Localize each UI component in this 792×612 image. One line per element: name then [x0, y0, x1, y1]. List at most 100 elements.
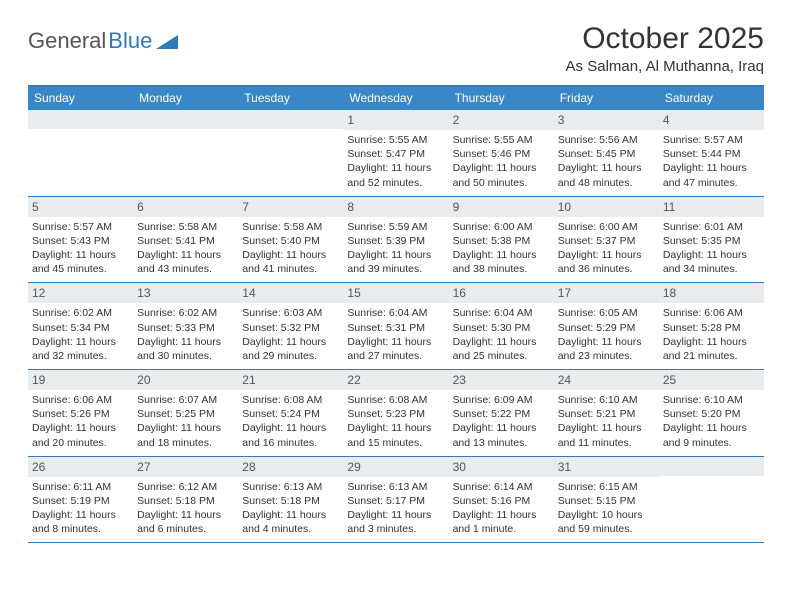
- daylight-text: Daylight: 11 hours and 9 minutes.: [663, 421, 762, 449]
- sunset-text: Sunset: 5:26 PM: [32, 407, 131, 421]
- sunrise-text: Sunrise: 6:15 AM: [558, 480, 657, 494]
- day-number: 17: [554, 283, 659, 303]
- sunset-text: Sunset: 5:18 PM: [137, 494, 236, 508]
- sunset-text: Sunset: 5:20 PM: [663, 407, 762, 421]
- daylight-text: Daylight: 11 hours and 27 minutes.: [347, 335, 446, 363]
- day-number: 16: [449, 283, 554, 303]
- day-number: 28: [238, 457, 343, 477]
- sunrise-text: Sunrise: 6:06 AM: [663, 306, 762, 320]
- calendar-cell: 5Sunrise: 5:57 AMSunset: 5:43 PMDaylight…: [28, 197, 133, 283]
- sunset-text: Sunset: 5:28 PM: [663, 321, 762, 335]
- day-header-cell: Thursday: [449, 87, 554, 110]
- sunrise-text: Sunrise: 6:00 AM: [558, 220, 657, 234]
- day-number: 18: [659, 283, 764, 303]
- day-number: 4: [659, 110, 764, 130]
- day-number: 31: [554, 457, 659, 477]
- daylight-text: Daylight: 11 hours and 4 minutes.: [242, 508, 341, 536]
- sunrise-text: Sunrise: 6:08 AM: [347, 393, 446, 407]
- daylight-text: Daylight: 11 hours and 13 minutes.: [453, 421, 552, 449]
- day-header-cell: Tuesday: [238, 87, 343, 110]
- daylight-text: Daylight: 11 hours and 45 minutes.: [32, 248, 131, 276]
- sunrise-text: Sunrise: 5:55 AM: [347, 133, 446, 147]
- sunrise-text: Sunrise: 6:02 AM: [137, 306, 236, 320]
- week-row: 12Sunrise: 6:02 AMSunset: 5:34 PMDayligh…: [28, 283, 764, 370]
- calendar-cell: [133, 110, 238, 196]
- day-number: 13: [133, 283, 238, 303]
- sunrise-text: Sunrise: 6:07 AM: [137, 393, 236, 407]
- sunrise-text: Sunrise: 6:12 AM: [137, 480, 236, 494]
- calendar-cell: 22 Sunrise: 6:08 AMSunset: 5:23 PMDayligh…: [343, 370, 448, 456]
- sunrise-text: Sunrise: 6:08 AM: [242, 393, 341, 407]
- sunset-text: Sunset: 5:38 PM: [453, 234, 552, 248]
- sunset-text: Sunset: 5:41 PM: [137, 234, 236, 248]
- calendar-cell: 19Sunrise: 6:06 AMSunset: 5:26 PMDayligh…: [28, 370, 133, 456]
- calendar-cell: 24Sunrise: 6:10 AMSunset: 5:21 PMDayligh…: [554, 370, 659, 456]
- day-header-cell: Saturday: [659, 87, 764, 110]
- sunset-text: Sunset: 5:21 PM: [558, 407, 657, 421]
- sunset-text: Sunset: 5:23 PM: [347, 407, 446, 421]
- sunrise-text: Sunrise: 6:02 AM: [32, 306, 131, 320]
- sunset-text: Sunset: 5:18 PM: [242, 494, 341, 508]
- calendar-cell: 7Sunrise: 5:58 AMSunset: 5:40 PMDaylight…: [238, 197, 343, 283]
- calendar-cell: 23Sunrise: 6:09 AMSunset: 5:22 PMDayligh…: [449, 370, 554, 456]
- day-number: 7: [238, 197, 343, 217]
- day-number: 27: [133, 457, 238, 477]
- daylight-text: Daylight: 10 hours and 59 minutes.: [558, 508, 657, 536]
- title-block: October 2025 As Salman, Al Muthanna, Ira…: [566, 22, 764, 83]
- daylight-text: Daylight: 11 hours and 50 minutes.: [453, 161, 552, 189]
- sunset-text: Sunset: 5:35 PM: [663, 234, 762, 248]
- day-number: 24: [554, 370, 659, 390]
- day-number: 2: [449, 110, 554, 130]
- day-number: 20: [133, 370, 238, 390]
- sunrise-text: Sunrise: 6:01 AM: [663, 220, 762, 234]
- daylight-text: Daylight: 11 hours and 1 minute.: [453, 508, 552, 536]
- logo-text-1: General: [28, 28, 106, 54]
- day-number: 9: [449, 197, 554, 217]
- calendar-cell: 20Sunrise: 6:07 AMSunset: 5:25 PMDayligh…: [133, 370, 238, 456]
- calendar-cell: 28Sunrise: 6:13 AMSunset: 5:18 PMDayligh…: [238, 457, 343, 543]
- sunset-text: Sunset: 5:22 PM: [453, 407, 552, 421]
- logo: GeneralBlue: [28, 22, 178, 54]
- day-number: 10: [554, 197, 659, 217]
- day-number: [659, 457, 764, 476]
- day-number: 26: [28, 457, 133, 477]
- day-number: 21: [238, 370, 343, 390]
- day-number: [238, 110, 343, 129]
- daylight-text: Daylight: 11 hours and 6 minutes.: [137, 508, 236, 536]
- day-number: 19: [28, 370, 133, 390]
- calendar-cell: [238, 110, 343, 196]
- week-row: 26Sunrise: 6:11 AMSunset: 5:19 PMDayligh…: [28, 457, 764, 544]
- day-number: 6: [133, 197, 238, 217]
- sunset-text: Sunset: 5:37 PM: [558, 234, 657, 248]
- calendar-cell: 21Sunrise: 6:08 AMSunset: 5:24 PMDayligh…: [238, 370, 343, 456]
- day-header-cell: Sunday: [28, 87, 133, 110]
- daylight-text: Daylight: 11 hours and 3 minutes.: [347, 508, 446, 536]
- calendar-cell: 29Sunrise: 6:13 AMSunset: 5:17 PMDayligh…: [343, 457, 448, 543]
- header: GeneralBlue October 2025 As Salman, Al M…: [28, 22, 764, 83]
- sunrise-text: Sunrise: 5:58 AM: [137, 220, 236, 234]
- sunrise-text: Sunrise: 6:03 AM: [242, 306, 341, 320]
- sunset-text: Sunset: 5:24 PM: [242, 407, 341, 421]
- calendar-cell: 9Sunrise: 6:00 AMSunset: 5:38 PMDaylight…: [449, 197, 554, 283]
- calendar-cell: 2Sunrise: 5:55 AMSunset: 5:46 PMDaylight…: [449, 110, 554, 196]
- sunset-text: Sunset: 5:39 PM: [347, 234, 446, 248]
- sunrise-text: Sunrise: 6:11 AM: [32, 480, 131, 494]
- daylight-text: Daylight: 11 hours and 48 minutes.: [558, 161, 657, 189]
- day-number: 5: [28, 197, 133, 217]
- sunrise-text: Sunrise: 5:59 AM: [347, 220, 446, 234]
- daylight-text: Daylight: 11 hours and 43 minutes.: [137, 248, 236, 276]
- sunrise-text: Sunrise: 6:09 AM: [453, 393, 552, 407]
- calendar-cell: 25Sunrise: 6:10 AMSunset: 5:20 PMDayligh…: [659, 370, 764, 456]
- sunset-text: Sunset: 5:34 PM: [32, 321, 131, 335]
- daylight-text: Daylight: 11 hours and 15 minutes.: [347, 421, 446, 449]
- day-number: [133, 110, 238, 129]
- calendar-cell: 30Sunrise: 6:14 AMSunset: 5:16 PMDayligh…: [449, 457, 554, 543]
- day-number: 22: [343, 370, 448, 390]
- sunrise-text: Sunrise: 6:14 AM: [453, 480, 552, 494]
- sunrise-text: Sunrise: 6:04 AM: [453, 306, 552, 320]
- daylight-text: Daylight: 11 hours and 23 minutes.: [558, 335, 657, 363]
- daylight-text: Daylight: 11 hours and 52 minutes.: [347, 161, 446, 189]
- sunset-text: Sunset: 5:30 PM: [453, 321, 552, 335]
- calendar-cell: 27 Sunrise: 6:12 AMSunset: 5:18 PMDayligh…: [133, 457, 238, 543]
- calendar-cell: 18Sunrise: 6:06 AMSunset: 5:28 PMDayligh…: [659, 283, 764, 369]
